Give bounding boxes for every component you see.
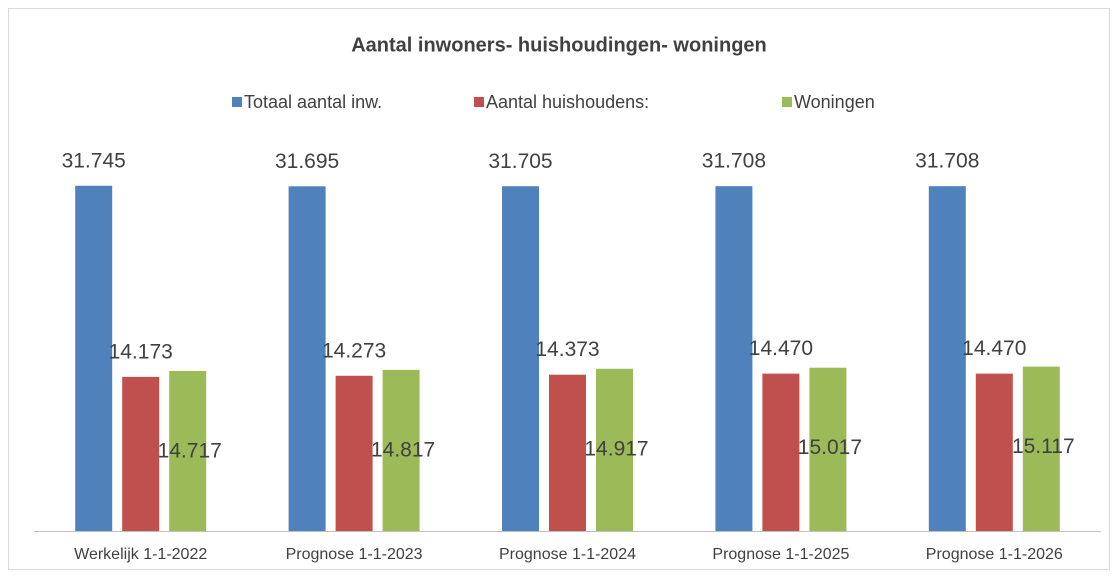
legend-swatch xyxy=(782,97,792,107)
data-label: 14.273 xyxy=(322,339,386,362)
data-label: 31.745 xyxy=(62,149,126,172)
x-tick-label: Prognose 1-1-2024 xyxy=(499,546,636,563)
legend-label: Aantal huishoudens: xyxy=(486,92,649,112)
data-label: 31.708 xyxy=(702,150,766,173)
data-label: 31.705 xyxy=(488,150,552,173)
data-label: 31.695 xyxy=(275,150,339,173)
bar xyxy=(122,376,160,531)
chart-title: Aantal inwoners- huishoudingen- woningen xyxy=(351,34,767,56)
bar xyxy=(288,186,326,531)
x-tick-label: Prognose 1-1-2023 xyxy=(286,546,423,563)
bar xyxy=(1022,366,1060,531)
x-tick-label: Werkelijk 1-1-2022 xyxy=(74,546,207,563)
data-label: 14.470 xyxy=(749,337,813,360)
legend-swatch xyxy=(232,97,242,107)
bar xyxy=(715,186,753,531)
bar xyxy=(335,375,373,531)
bar xyxy=(809,367,847,531)
x-tick-label: Prognose 1-1-2026 xyxy=(926,546,1063,563)
x-tick-label: Prognose 1-1-2025 xyxy=(712,546,849,563)
bar xyxy=(975,373,1013,531)
legend-label: Woningen xyxy=(794,92,875,112)
bar xyxy=(549,374,586,531)
bar xyxy=(928,186,966,531)
data-label: 14.173 xyxy=(109,340,173,363)
data-label: 31.708 xyxy=(915,150,979,173)
data-label: 14.717 xyxy=(158,439,222,462)
data-label: 14.373 xyxy=(535,338,599,361)
bar xyxy=(382,369,420,531)
data-label: 15.117 xyxy=(1012,435,1075,458)
bar xyxy=(502,186,539,531)
legend-swatch xyxy=(474,97,484,107)
bar xyxy=(762,373,800,531)
bar xyxy=(169,370,207,531)
data-label: 14.817 xyxy=(371,438,435,461)
data-label: 14.917 xyxy=(584,437,648,460)
bar xyxy=(75,185,113,531)
legend-label: Totaal aantal inw. xyxy=(244,92,382,112)
bar xyxy=(596,368,633,531)
data-label: 14.470 xyxy=(962,337,1026,360)
data-label: 15.017 xyxy=(798,436,862,459)
